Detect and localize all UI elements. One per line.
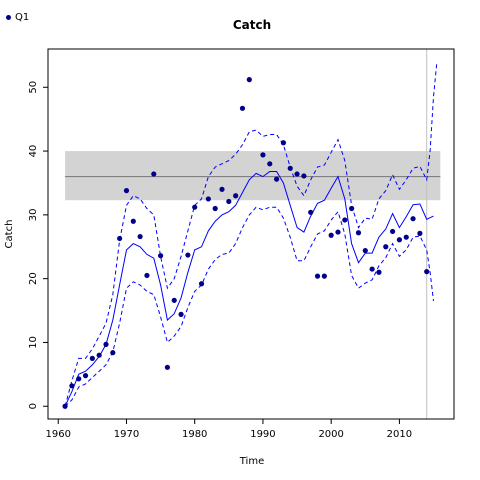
data-point <box>130 218 136 224</box>
y-tick-label: 50 <box>28 81 39 94</box>
data-point <box>96 352 102 358</box>
data-point <box>212 205 218 212</box>
data-point <box>103 341 109 347</box>
x-tick-label: 1960 <box>46 429 71 440</box>
data-point <box>178 311 184 317</box>
data-point <box>69 383 75 389</box>
lower-interval-line <box>64 206 434 407</box>
x-tick-label: 2000 <box>318 429 343 440</box>
data-point <box>273 176 280 182</box>
chart-title: Catch <box>233 18 271 32</box>
data-point <box>287 165 293 171</box>
data-point <box>321 273 327 279</box>
data-point <box>280 140 287 146</box>
data-point <box>205 196 211 202</box>
data-point <box>328 232 334 238</box>
legend-marker-icon <box>6 15 11 20</box>
data-point <box>335 229 341 235</box>
data-point <box>185 252 191 258</box>
x-axis-label: Time <box>239 456 264 467</box>
data-point <box>389 228 396 235</box>
data-point <box>301 173 307 179</box>
data-point <box>123 188 130 194</box>
data-point <box>151 171 157 177</box>
data-point <box>403 234 409 240</box>
data-point <box>417 230 423 236</box>
fitted-line <box>64 171 434 407</box>
x-axis: 1960 1970 1980 1990 2000 2010 <box>46 419 412 440</box>
data-point <box>260 152 266 158</box>
data-point <box>267 161 273 167</box>
y-tick-label: 10 <box>28 336 39 349</box>
y-axis: 0 10 20 30 40 50 <box>28 81 48 409</box>
data-point <box>82 373 89 379</box>
data-point <box>137 233 143 240</box>
data-point <box>233 193 239 199</box>
data-point <box>89 355 95 361</box>
data-point <box>410 216 416 222</box>
data-point <box>198 281 205 287</box>
data-point <box>376 269 382 275</box>
data-point <box>157 253 164 259</box>
y-tick-label: 20 <box>28 272 39 285</box>
data-point <box>110 350 116 356</box>
x-tick-label: 1990 <box>250 429 275 440</box>
data-point <box>62 403 68 409</box>
plot-area <box>62 49 441 419</box>
legend: Q1 <box>6 12 29 23</box>
data-point <box>308 209 314 215</box>
data-point <box>76 376 82 382</box>
y-tick-label: 30 <box>28 208 39 221</box>
data-point <box>362 247 368 254</box>
data-point <box>219 186 225 192</box>
plot-frame <box>47 48 455 420</box>
data-point <box>144 272 150 279</box>
data-point <box>383 244 389 250</box>
data-point <box>369 266 375 272</box>
data-point <box>342 217 348 223</box>
data-point <box>226 198 232 205</box>
y-tick-label: 40 <box>28 145 39 158</box>
data-point <box>396 237 403 243</box>
data-point <box>171 297 177 303</box>
data-point <box>355 230 362 236</box>
x-tick-label: 1980 <box>182 429 207 440</box>
x-tick-label: 1970 <box>114 429 139 440</box>
y-tick-label: 0 <box>28 403 39 409</box>
data-point <box>246 77 252 83</box>
data-point <box>239 105 246 111</box>
data-point <box>164 364 171 370</box>
data-point <box>349 205 355 212</box>
data-point <box>117 235 123 242</box>
y-axis-label: Catch <box>4 220 15 249</box>
data-point <box>424 269 430 275</box>
data-point <box>314 273 321 279</box>
legend-label: Q1 <box>15 12 30 23</box>
data-point <box>294 171 300 177</box>
x-tick-label: 2010 <box>387 429 412 440</box>
data-point <box>192 204 198 210</box>
